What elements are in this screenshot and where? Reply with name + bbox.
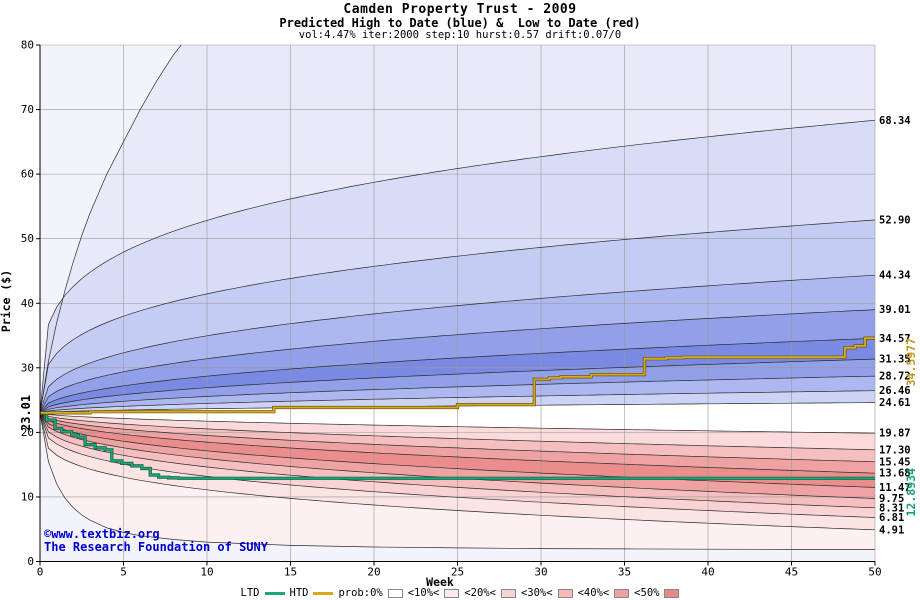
- x-tick-label: 50: [868, 566, 881, 579]
- band-end-value: 31.35: [879, 354, 911, 366]
- copyright-url: ©www.textbiz.org: [44, 527, 160, 541]
- y-tick-label: 0: [27, 555, 34, 568]
- legend-label-prob-1: <10%<: [407, 587, 440, 599]
- probability-band: [40, 45, 875, 413]
- y-tick-label: 40: [21, 297, 34, 310]
- x-tick-label: 5: [120, 566, 127, 579]
- band-end-value: 15.45: [879, 456, 911, 468]
- band-end-value: 8.31: [879, 502, 904, 514]
- band-end-value: 19.87: [879, 428, 911, 440]
- probability-band: [40, 412, 875, 474]
- chart-title: Camden Property Trust - 2009: [343, 2, 577, 17]
- legend-label-prob-2: <20%<: [464, 587, 496, 599]
- x-tick-label: 30: [534, 566, 547, 579]
- band-end-value: 39.01: [879, 304, 911, 316]
- x-axis-title: Week: [426, 575, 454, 589]
- legend-swatch-prob-3: [557, 588, 573, 598]
- probability-band: [40, 412, 875, 550]
- htd-line: [40, 337, 875, 414]
- band-end-value: 13.68: [879, 468, 911, 480]
- legend-swatch-htd: [313, 591, 334, 595]
- y-axis-title: Price ($): [0, 269, 13, 333]
- chart-params: vol:4.47% iter:2000 step:10 hurst:0.57 d…: [298, 29, 622, 41]
- band-end-value: 44.34: [879, 270, 911, 282]
- probability-band: [40, 120, 875, 413]
- axis-tick-labels: 0 10 20 30 40 50 60 70 80 0 5 10 15 20 25 30 35 40 45 50: [21, 39, 882, 579]
- x-tick-label: 35: [618, 566, 631, 579]
- y-tick-label: 30: [21, 361, 34, 374]
- x-tick-label: 0: [37, 566, 44, 579]
- legend-swatch-prob-2: [500, 588, 516, 598]
- band-end-value: 28.72: [879, 371, 911, 383]
- x-tick-label: 10: [200, 566, 213, 579]
- band-end-value: 4.91: [879, 524, 904, 536]
- band-end-value: 6.81: [879, 512, 904, 524]
- band-end-value: 17.30: [879, 444, 911, 456]
- legend-label-htd: HTD: [289, 587, 309, 599]
- right-value-labels: 68.34 52.90 44.34 39.01 34.57 31.35 28.72 26.46…: [879, 115, 911, 537]
- band-end-value: 68.34: [879, 115, 911, 127]
- x-tick-label: 40: [701, 566, 714, 579]
- probability-band: [40, 412, 875, 488]
- start-price-label: 23.01: [19, 395, 33, 431]
- y-tick-label: 70: [21, 103, 34, 116]
- grid: [40, 44, 876, 562]
- ltd-line: [40, 412, 875, 480]
- band-end-value: 24.61: [879, 397, 911, 409]
- legend-swatch-prob-1: [444, 588, 460, 598]
- legend-label-ltd: LTD: [240, 587, 260, 599]
- legend-label-prob-3: <30%<: [520, 587, 553, 599]
- y-tick-label: 10: [21, 490, 34, 503]
- legend-label-prob-0: prob:0%: [338, 587, 383, 599]
- y-tick-label: 20: [21, 426, 34, 439]
- ltd-final-value-label: 12.8934: [904, 468, 918, 517]
- probability-band: [40, 220, 875, 413]
- legend-label-prob-4: <40%<: [577, 587, 610, 599]
- x-tick-label: 45: [785, 566, 798, 579]
- probability-band: [40, 412, 875, 462]
- band-end-value: 9.75: [879, 493, 904, 505]
- x-tick-label: 15: [284, 566, 297, 579]
- legend-label-prob-5: <50%: [634, 587, 660, 599]
- x-tick-label: 25: [451, 566, 464, 579]
- legend-swatch-prob-0: [387, 588, 403, 598]
- band-end-value: 52.90: [879, 214, 911, 226]
- htd-final-value-label: 34.5977: [904, 338, 918, 387]
- probability-band: [40, 309, 875, 413]
- y-tick-label: 60: [21, 168, 34, 181]
- copyright-org: The Research Foundation of SUNY: [44, 540, 268, 554]
- x-tick-label: 20: [367, 566, 380, 579]
- band-end-value: 34.57: [879, 333, 911, 345]
- band-end-value: 11.47: [879, 482, 911, 494]
- chart-subtitle: Predicted High to Date (blue) & Low to D…: [279, 16, 641, 30]
- legend-swatch-ltd: [264, 591, 285, 595]
- legend: LTD HTD prob:0% <10%< <20%< <30%< <40%< <50%: [0, 587, 920, 599]
- legend-swatch-prob-4: [614, 588, 630, 598]
- legend-swatch-prob-5: [664, 588, 680, 598]
- band-end-value: 26.46: [879, 385, 911, 397]
- y-tick-label: 50: [21, 232, 34, 245]
- y-tick-label: 80: [21, 39, 34, 52]
- band-boundary-lines: [40, 45, 875, 550]
- probability-band: [40, 275, 875, 413]
